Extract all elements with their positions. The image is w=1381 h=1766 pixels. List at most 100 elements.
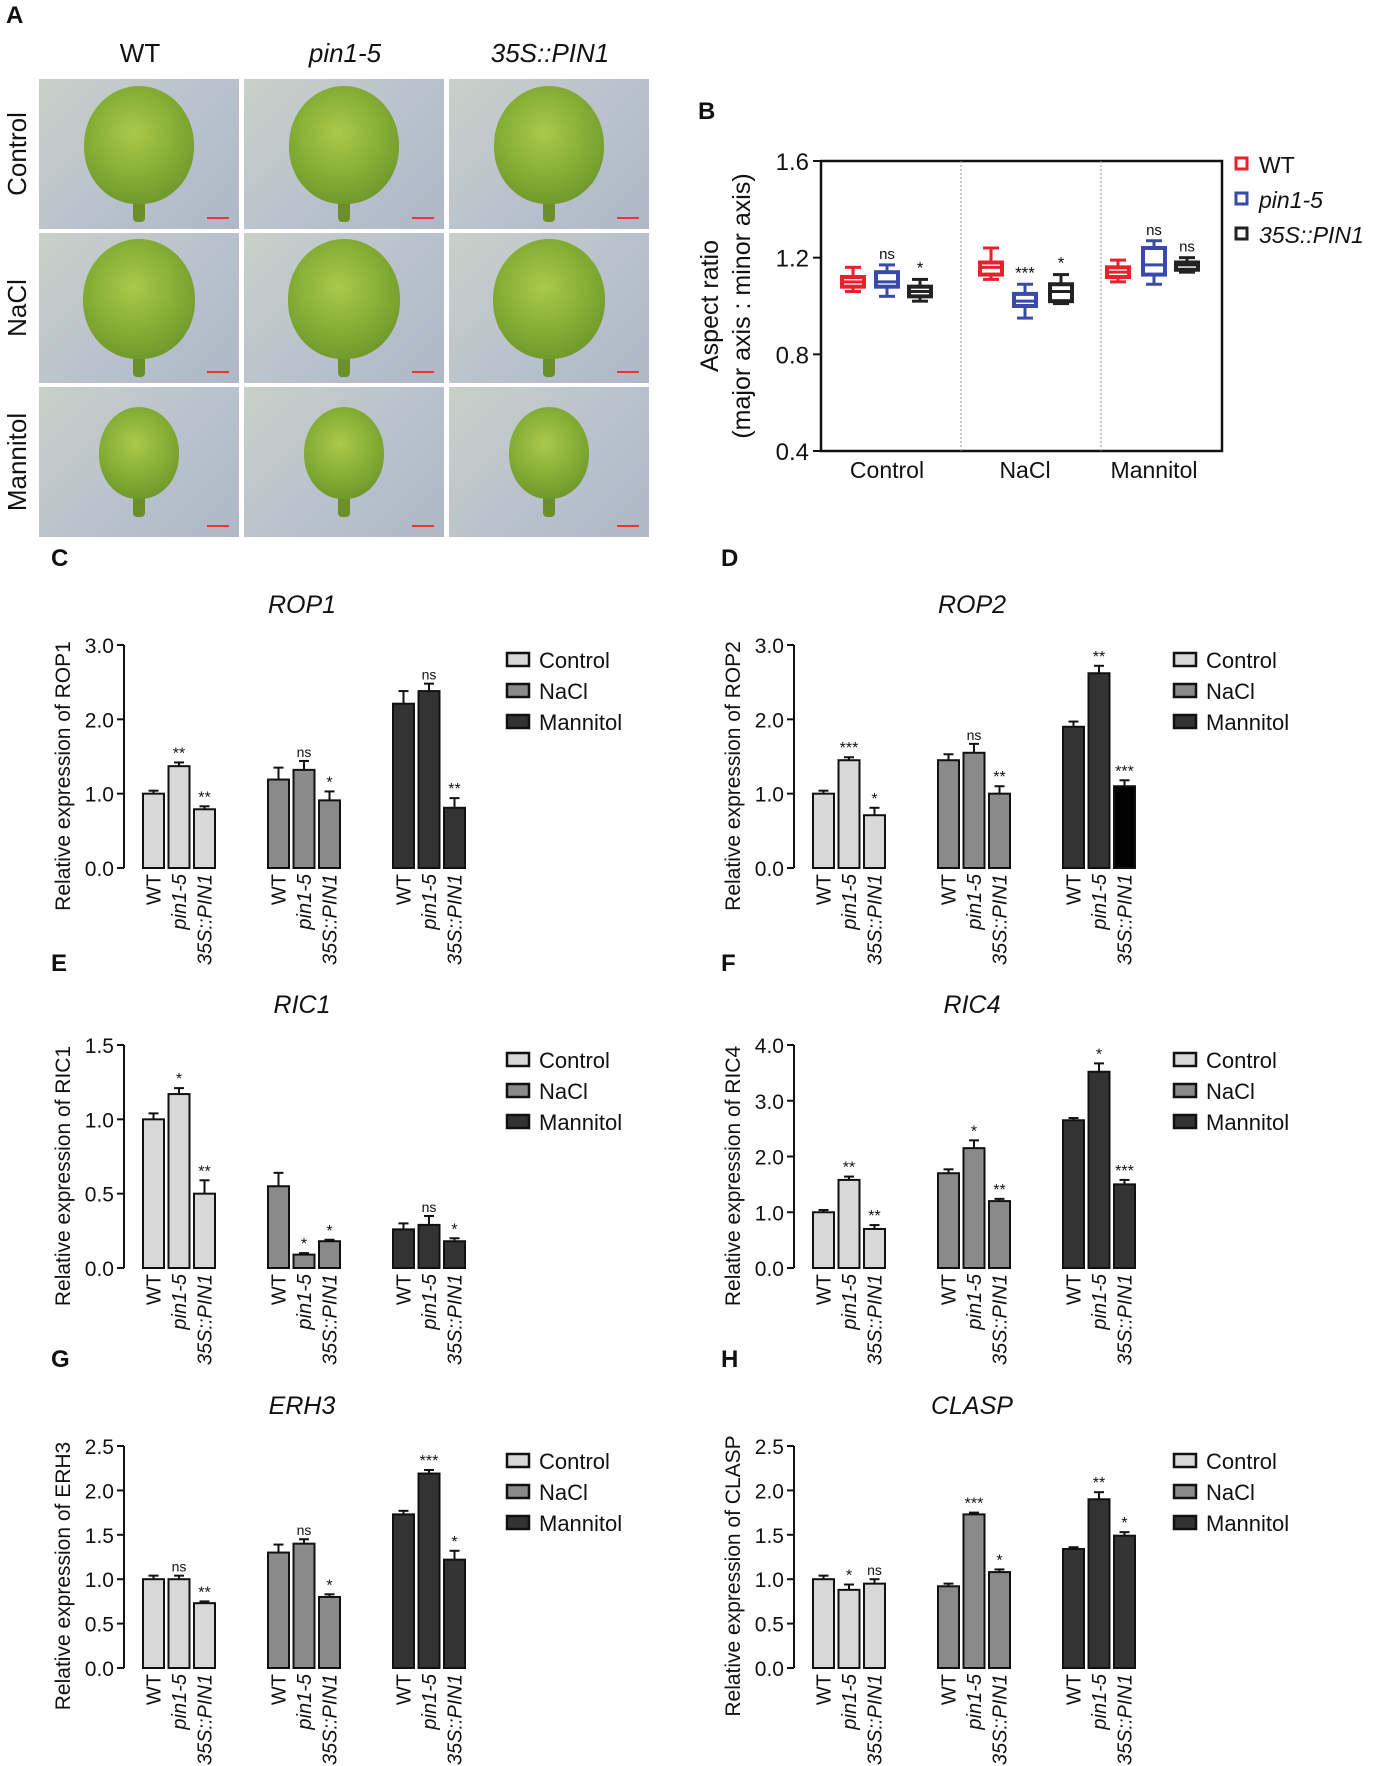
- x-tick-label: pin1-5: [169, 1273, 191, 1330]
- legend-label: Mannitol: [1206, 1511, 1289, 1536]
- significance-label: ns: [297, 1522, 312, 1538]
- bar: [1087, 1498, 1111, 1670]
- legend-label: NaCl: [539, 679, 588, 704]
- y-tick-label: 2.5: [755, 1436, 784, 1459]
- x-tick-label: pin1-5: [169, 1673, 191, 1730]
- bar: [142, 792, 165, 870]
- y-axis-label: Relative expression of ERH3: [52, 1442, 75, 1710]
- legend-label: NaCl: [1206, 679, 1255, 704]
- significance-label: *: [326, 774, 332, 791]
- legend-label: Mannitol: [539, 1110, 622, 1135]
- bar: [443, 806, 466, 869]
- seedling-leaf-photo: [39, 233, 239, 383]
- y-tick-label: 1.0: [85, 784, 114, 807]
- y-axis-label: (major axis : minor axis): [728, 173, 756, 438]
- legend-label: Control: [1206, 1048, 1277, 1073]
- significance-label: ns: [1146, 222, 1162, 239]
- bar: [1087, 672, 1111, 869]
- legend-swatch: [1172, 1483, 1198, 1500]
- significance-label: ***: [1015, 263, 1035, 282]
- y-axis-label: Relative expression of RIC4: [722, 1046, 745, 1307]
- y-tick-label: 1.6: [776, 149, 809, 176]
- bar: [318, 1240, 341, 1269]
- x-tick-label: WT: [144, 1674, 166, 1705]
- x-tick-label: pin1-5: [839, 1273, 861, 1330]
- bar: [937, 1585, 960, 1669]
- scale-bar: [617, 371, 639, 373]
- legend-label: Mannitol: [1206, 1110, 1289, 1135]
- bar: [292, 1253, 316, 1269]
- y-tick-label: 2.0: [755, 709, 784, 732]
- y-tick-label: 0.5: [85, 1614, 114, 1637]
- legend-label: Mannitol: [539, 1511, 622, 1536]
- y-tick-label: 2.0: [755, 1147, 784, 1170]
- chart-title: ERH3: [269, 1392, 336, 1420]
- bar: [962, 751, 986, 869]
- legend-swatch: [1234, 191, 1249, 206]
- bar: [937, 759, 960, 870]
- scale-bar: [207, 217, 229, 219]
- y-tick-label: 0.0: [755, 858, 784, 881]
- bar: [417, 1472, 441, 1669]
- panel-label-a: A: [6, 2, 23, 29]
- legend-label: 35S::PIN1: [1259, 222, 1364, 248]
- x-tick-label: pin1-5: [1089, 1273, 1111, 1330]
- legend-swatch: [1172, 651, 1198, 668]
- chart-title: ROP2: [938, 591, 1006, 619]
- x-tick-label: pin1-5: [294, 873, 316, 930]
- column-label: 35S::PIN1: [491, 38, 610, 68]
- x-tick-label: 35S::PIN1: [320, 1674, 342, 1765]
- legend-swatch: [505, 713, 531, 730]
- legend-swatch: [505, 651, 531, 668]
- y-tick-label: 1.0: [755, 784, 784, 807]
- x-tick-label: WT: [939, 1674, 961, 1705]
- scale-bar: [617, 525, 639, 527]
- x-tick-label: WT: [269, 1274, 291, 1305]
- row-label: Mannitol: [2, 413, 32, 511]
- panel-label-c: C: [51, 545, 68, 572]
- legend-label: Mannitol: [539, 710, 622, 735]
- bar: [1113, 1183, 1136, 1269]
- panel-label-f: F: [721, 950, 736, 977]
- x-tick-label: 35S::PIN1: [865, 1674, 887, 1765]
- chart-title: RIC1: [274, 991, 331, 1019]
- x-tick-label: pin1-5: [964, 873, 986, 930]
- y-axis-label: Aspect ratio: [696, 240, 724, 372]
- y-tick-label: 2.0: [85, 709, 114, 732]
- significance-label: *: [451, 1221, 457, 1238]
- seedling-leaf-photo: [244, 233, 444, 383]
- bar: [167, 765, 191, 869]
- legend-swatch: [505, 1051, 531, 1068]
- bar: [1062, 1548, 1085, 1670]
- x-tick-label: 35S::PIN1: [1115, 1674, 1137, 1765]
- significance-label: ***: [965, 1496, 984, 1513]
- column-label: WT: [120, 38, 161, 68]
- x-tick-label: 35S::PIN1: [865, 1274, 887, 1365]
- significance-label: *: [917, 258, 924, 277]
- x-tick-label: pin1-5: [964, 1673, 986, 1730]
- x-tick-label: 35S::PIN1: [990, 1674, 1012, 1765]
- y-tick-label: 2.0: [755, 1480, 784, 1503]
- x-tick-label: 35S::PIN1: [445, 874, 467, 965]
- significance-label: **: [198, 789, 210, 806]
- significance-label: *: [326, 1577, 332, 1594]
- panel-label-d: D: [721, 545, 738, 572]
- y-axis-label: Relative expression of ROP1: [52, 641, 75, 911]
- bar: [267, 1185, 290, 1269]
- significance-label: **: [173, 745, 185, 762]
- bar: [1062, 725, 1085, 869]
- bar: [837, 1178, 861, 1270]
- bar: [392, 1228, 415, 1270]
- y-tick-label: 3.0: [755, 1091, 784, 1114]
- significance-label: *: [971, 1123, 977, 1140]
- y-axis-label: Relative expression of RIC1: [52, 1046, 75, 1306]
- leaf-image: [288, 239, 400, 359]
- scale-bar: [207, 525, 229, 527]
- x-tick-label: WT: [939, 874, 961, 905]
- leaf-image: [304, 407, 384, 499]
- significance-label: *: [1058, 254, 1065, 273]
- bar: [318, 799, 341, 870]
- petiole-image: [133, 353, 145, 377]
- significance-label: ns: [422, 1199, 437, 1215]
